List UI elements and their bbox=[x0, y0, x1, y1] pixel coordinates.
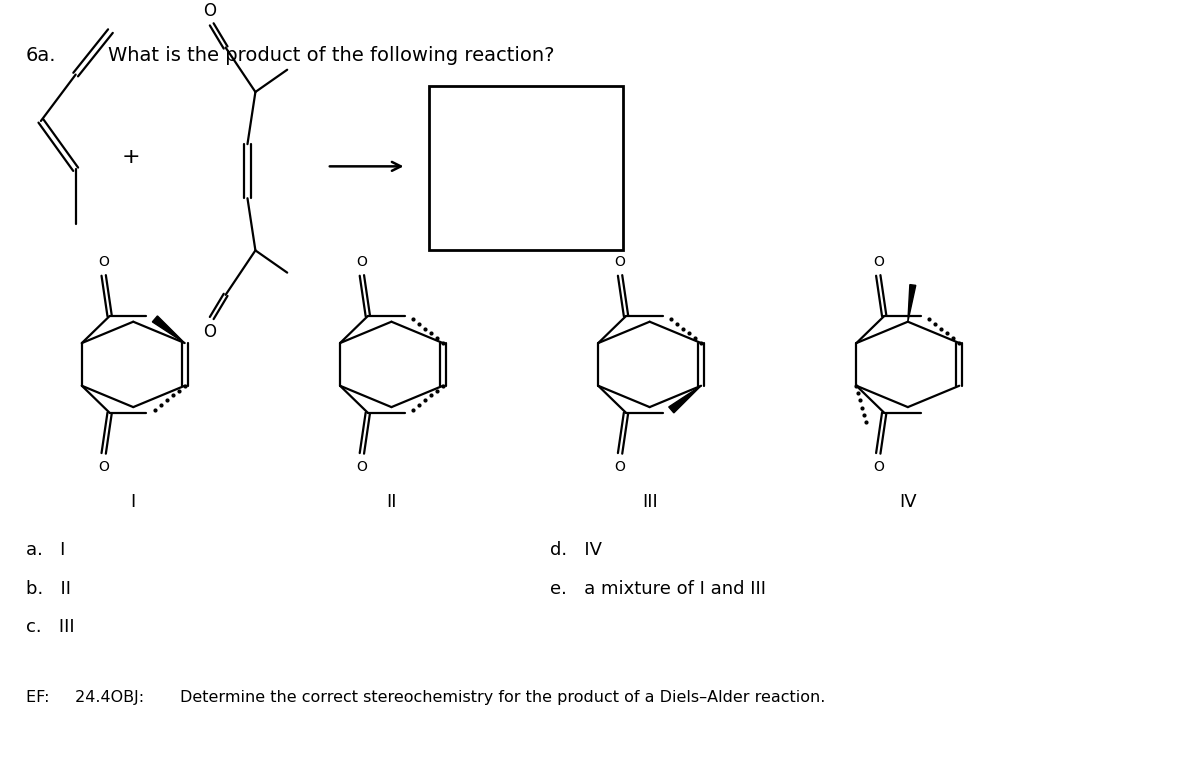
Text: 6a.: 6a. bbox=[26, 45, 56, 64]
Text: d.   IV: d. IV bbox=[551, 541, 602, 559]
Polygon shape bbox=[668, 386, 701, 413]
Text: O: O bbox=[614, 460, 625, 474]
Bar bbox=[430, 86, 623, 250]
Text: O: O bbox=[872, 255, 883, 269]
Text: O: O bbox=[203, 2, 216, 20]
Text: III: III bbox=[642, 492, 658, 510]
Text: O: O bbox=[98, 460, 109, 474]
Text: IV: IV bbox=[899, 492, 917, 510]
Text: What is the product of the following reaction?: What is the product of the following rea… bbox=[108, 45, 554, 64]
Text: O: O bbox=[203, 322, 216, 340]
Text: O: O bbox=[98, 255, 109, 269]
Text: EF:     24.4OBJ:       Determine the correct stereochemistry for the product of : EF: 24.4OBJ: Determine the correct stere… bbox=[26, 690, 826, 706]
Text: b.   II: b. II bbox=[26, 579, 71, 597]
Text: O: O bbox=[614, 255, 625, 269]
Text: O: O bbox=[872, 460, 883, 474]
Text: e.   a mixture of I and III: e. a mixture of I and III bbox=[551, 579, 767, 597]
Text: II: II bbox=[386, 492, 397, 510]
Polygon shape bbox=[152, 316, 185, 343]
Text: c.   III: c. III bbox=[26, 619, 74, 636]
Text: O: O bbox=[356, 255, 367, 269]
Text: O: O bbox=[356, 460, 367, 474]
Polygon shape bbox=[908, 285, 916, 321]
Text: a.   I: a. I bbox=[26, 541, 65, 559]
Text: I: I bbox=[131, 492, 136, 510]
Text: +: + bbox=[122, 147, 140, 167]
